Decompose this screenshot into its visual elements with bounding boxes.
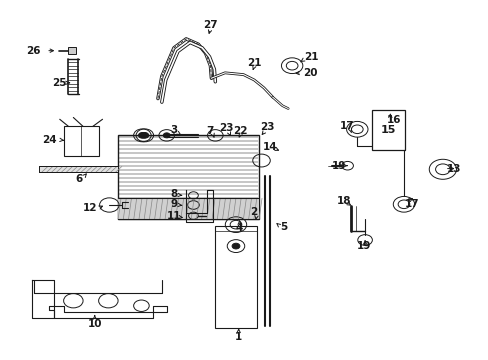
Text: 11: 11	[166, 211, 181, 221]
Text: 22: 22	[233, 126, 247, 136]
Bar	[371, 111, 404, 150]
Bar	[118, 198, 259, 219]
Text: 19: 19	[331, 161, 346, 171]
Text: 9: 9	[170, 199, 177, 209]
Text: 26: 26	[26, 46, 40, 56]
Text: 10: 10	[87, 319, 102, 329]
Circle shape	[163, 133, 170, 138]
Text: 1: 1	[235, 332, 242, 342]
Circle shape	[141, 132, 148, 138]
Text: 21: 21	[246, 58, 261, 68]
Text: 5: 5	[279, 222, 286, 232]
Text: 25: 25	[52, 78, 67, 88]
Text: 17: 17	[404, 199, 419, 209]
Text: 2: 2	[250, 207, 257, 217]
Text: 13: 13	[447, 163, 461, 174]
Bar	[118, 135, 259, 219]
Text: 19: 19	[356, 241, 370, 251]
Text: 23: 23	[260, 122, 275, 132]
Text: 12: 12	[82, 203, 97, 213]
Text: 23: 23	[218, 123, 233, 133]
Text: 21: 21	[304, 52, 318, 62]
Bar	[39, 166, 118, 172]
Text: 24: 24	[41, 135, 56, 145]
Circle shape	[138, 132, 146, 138]
Text: 8: 8	[170, 189, 177, 199]
Text: 20: 20	[302, 68, 317, 78]
Text: 17: 17	[340, 121, 354, 131]
Text: 16: 16	[386, 115, 401, 125]
Text: 15: 15	[380, 125, 395, 135]
Text: 27: 27	[203, 20, 217, 30]
Bar	[215, 226, 256, 328]
Circle shape	[232, 243, 240, 249]
Text: 18: 18	[336, 197, 351, 206]
Text: 14: 14	[262, 142, 277, 152]
Text: 6: 6	[76, 174, 82, 184]
Text: 7: 7	[205, 126, 213, 136]
Bar	[67, 47, 76, 54]
Text: 3: 3	[170, 125, 177, 135]
Bar	[63, 126, 99, 156]
Text: 4: 4	[236, 223, 243, 233]
